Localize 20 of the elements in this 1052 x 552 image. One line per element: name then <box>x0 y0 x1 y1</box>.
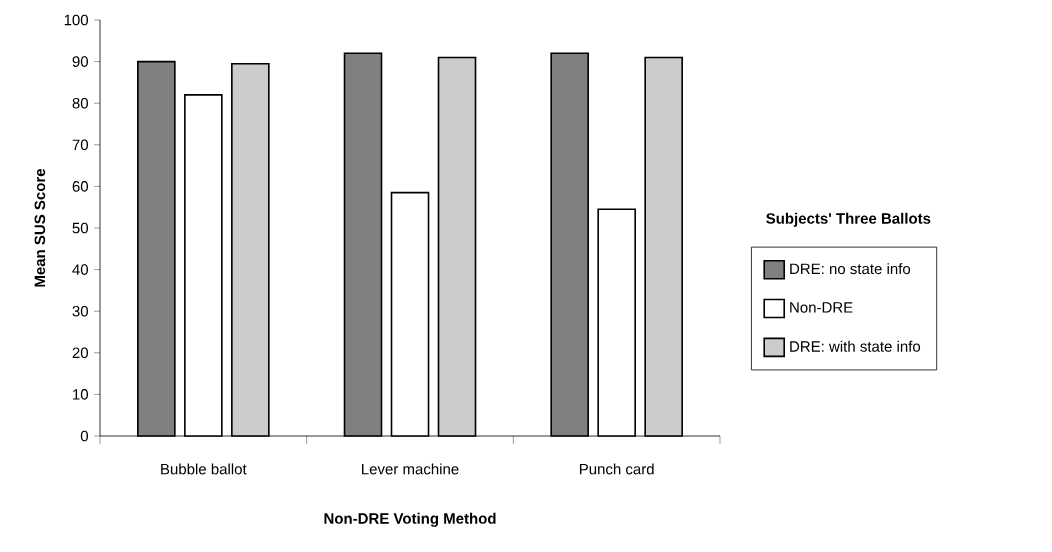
y-tick-label: 70 <box>72 139 89 151</box>
y-tick-label: 80 <box>72 97 89 109</box>
x-tick-label: Punch card <box>579 463 654 475</box>
y-tick-label: 20 <box>72 347 89 359</box>
y-axis-title: Mean SUS Score <box>34 168 46 287</box>
y-tick-label: 60 <box>72 181 89 192</box>
legend-title: Subjects' Three Ballots <box>766 212 931 227</box>
y-tick-label: 10 <box>73 389 89 400</box>
y-tick-label: 0 <box>80 430 89 442</box>
legend-label: Non-DRE <box>790 302 853 313</box>
y-tick-label: 50 <box>72 222 89 234</box>
legend-label: DRE: with state info <box>790 340 921 352</box>
y-tick-label: 100 <box>64 14 89 26</box>
y-tick-label: 30 <box>72 305 89 317</box>
legend-label: DRE: no state info <box>790 263 911 275</box>
x-axis-title: Non-DRE Voting Method <box>324 512 496 527</box>
y-tick-label: 40 <box>72 264 89 275</box>
y-tick-label: 90 <box>72 56 89 67</box>
x-tick-label: Lever machine <box>362 463 459 475</box>
x-tick-label: Bubble ballot <box>161 463 247 475</box>
